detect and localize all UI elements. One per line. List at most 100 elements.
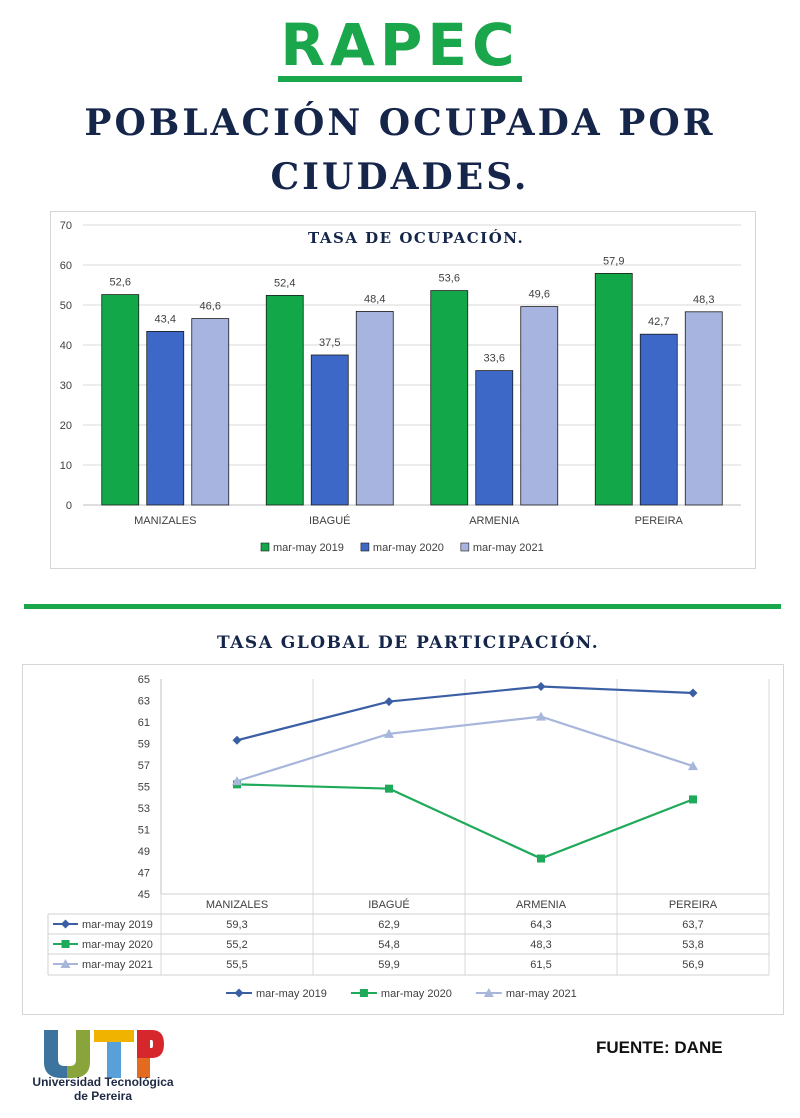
bar-y-tick-label: 50 — [60, 300, 72, 312]
bar-data-label: 37,5 — [319, 337, 340, 349]
line-table-cell: 59,3 — [226, 919, 247, 931]
bar — [475, 370, 514, 506]
line-point — [537, 854, 545, 863]
line-x-tick-label: PEREIRA — [669, 899, 718, 911]
line-point — [536, 711, 546, 721]
source-note: FUENTE: DANE — [596, 1038, 723, 1057]
bar-data-label: 48,4 — [364, 293, 385, 305]
line-y-tick-label: 53 — [138, 803, 150, 815]
line-y-tick-label: 45 — [138, 889, 150, 901]
line-y-tick-label: 47 — [138, 868, 150, 880]
line-point — [385, 784, 393, 793]
line-table-key-marker — [60, 959, 71, 968]
line-point — [688, 688, 698, 698]
bar-data-label: 53,6 — [439, 273, 460, 285]
line-y-tick-label: 55 — [138, 782, 150, 794]
line-table-key-marker — [61, 919, 70, 929]
section-divider — [24, 604, 781, 609]
line-point — [232, 776, 242, 786]
bar-data-label: 52,6 — [110, 277, 131, 289]
line-x-tick-label: ARMENIA — [516, 899, 567, 911]
line-point — [688, 761, 698, 771]
line-table-cell: 55,2 — [226, 939, 247, 951]
brand-title: RAPEC — [0, 14, 800, 82]
bar-y-tick-label: 10 — [60, 460, 72, 472]
bar-legend-label: mar-may 2020 — [373, 542, 444, 554]
bar — [101, 294, 140, 506]
bar-legend-label: mar-may 2019 — [273, 542, 344, 554]
bar-data-label: 49,6 — [529, 289, 550, 301]
line-table-cell: 62,9 — [378, 919, 399, 931]
bar — [355, 310, 394, 506]
line-legend-marker — [234, 988, 244, 998]
bar — [594, 272, 633, 506]
page-title-line-2: CIUDADES. — [270, 156, 530, 198]
line-legend-label: mar-may 2021 — [506, 988, 577, 1000]
bar-x-tick-label: IBAGUÉ — [309, 514, 351, 527]
line-table-cell: 53,8 — [682, 939, 703, 951]
line-y-tick-label: 59 — [138, 739, 150, 751]
page-title: POBLACIÓN OCUPADA POR CIUDADES. — [0, 96, 800, 204]
line-legend-label: mar-may 2020 — [381, 988, 452, 1000]
bar — [520, 306, 559, 506]
bar-chart-title: TASA DE OCUPACIÓN. — [308, 229, 525, 247]
line-point — [384, 697, 394, 707]
line-y-tick-label: 61 — [138, 717, 150, 729]
line-legend-label: mar-may 2019 — [256, 988, 327, 1000]
line-chart-title: TASA GLOBAL DE PARTICIPACIÓN. — [217, 633, 600, 653]
bar-data-label: 42,7 — [648, 316, 669, 328]
bar — [310, 354, 349, 506]
bar — [191, 318, 230, 506]
line-table-cell: 56,9 — [682, 959, 703, 971]
line-series-path — [236, 783, 694, 860]
line-series-path — [236, 715, 694, 783]
line-table-cell: 61,5 — [530, 959, 551, 971]
line-y-tick-label: 49 — [138, 846, 150, 858]
page-title-line-1: POBLACIÓN OCUPADA POR — [84, 102, 716, 144]
brand-text: RAPEC — [278, 14, 522, 82]
line-table-cell: 63,7 — [682, 919, 703, 931]
bar-y-tick-label: 60 — [60, 260, 72, 272]
bar-y-tick-label: 40 — [60, 340, 72, 352]
line-table-series-label: mar-may 2021 — [82, 959, 153, 971]
line-table-cell: 64,3 — [530, 919, 551, 931]
bar-data-label: 46,6 — [200, 301, 221, 313]
bar — [146, 330, 185, 506]
university-name-line-1: Universidad Tecnológica — [32, 1075, 174, 1089]
line-point — [689, 795, 697, 804]
line-legend-marker — [359, 989, 368, 997]
line-point — [384, 728, 394, 738]
bar-y-tick-label: 70 — [60, 220, 72, 232]
bar-legend-swatch — [260, 542, 270, 552]
line-legend-marker — [483, 988, 494, 997]
bar-x-tick-label: MANIZALES — [134, 515, 196, 527]
bar-y-tick-label: 30 — [60, 380, 72, 392]
line-table-cell: 54,8 — [378, 939, 399, 951]
bar-data-label: 43,4 — [155, 313, 176, 325]
bar-x-tick-label: ARMENIA — [469, 515, 520, 527]
university-name-line-2: de Pereira — [73, 1089, 133, 1103]
bar-data-label: 57,9 — [603, 255, 624, 267]
line-y-tick-label: 65 — [138, 674, 150, 686]
bar — [430, 290, 469, 506]
bar-legend-swatch — [360, 542, 370, 552]
line-point — [232, 735, 242, 745]
line-chart-panel — [22, 664, 784, 1015]
bar — [639, 333, 678, 506]
bar — [684, 311, 723, 506]
line-table-series-label: mar-may 2019 — [82, 919, 153, 931]
bar-data-label: 48,3 — [693, 294, 714, 306]
line-table-series-label: mar-may 2020 — [82, 939, 153, 951]
line-y-tick-label: 63 — [138, 696, 150, 708]
line-table-cell: 48,3 — [530, 939, 551, 951]
line-x-tick-label: IBAGUÉ — [368, 898, 410, 911]
line-series-path — [236, 685, 694, 742]
bar-data-label: 33,6 — [484, 353, 505, 365]
bar-y-tick-label: 20 — [60, 420, 72, 432]
university-name: Universidad Tecnológica de Pereira — [28, 1075, 178, 1103]
line-table-cell: 59,9 — [378, 959, 399, 971]
utp-logo — [44, 1030, 164, 1078]
bar-legend-label: mar-may 2021 — [473, 542, 544, 554]
line-y-tick-label: 57 — [138, 760, 150, 772]
